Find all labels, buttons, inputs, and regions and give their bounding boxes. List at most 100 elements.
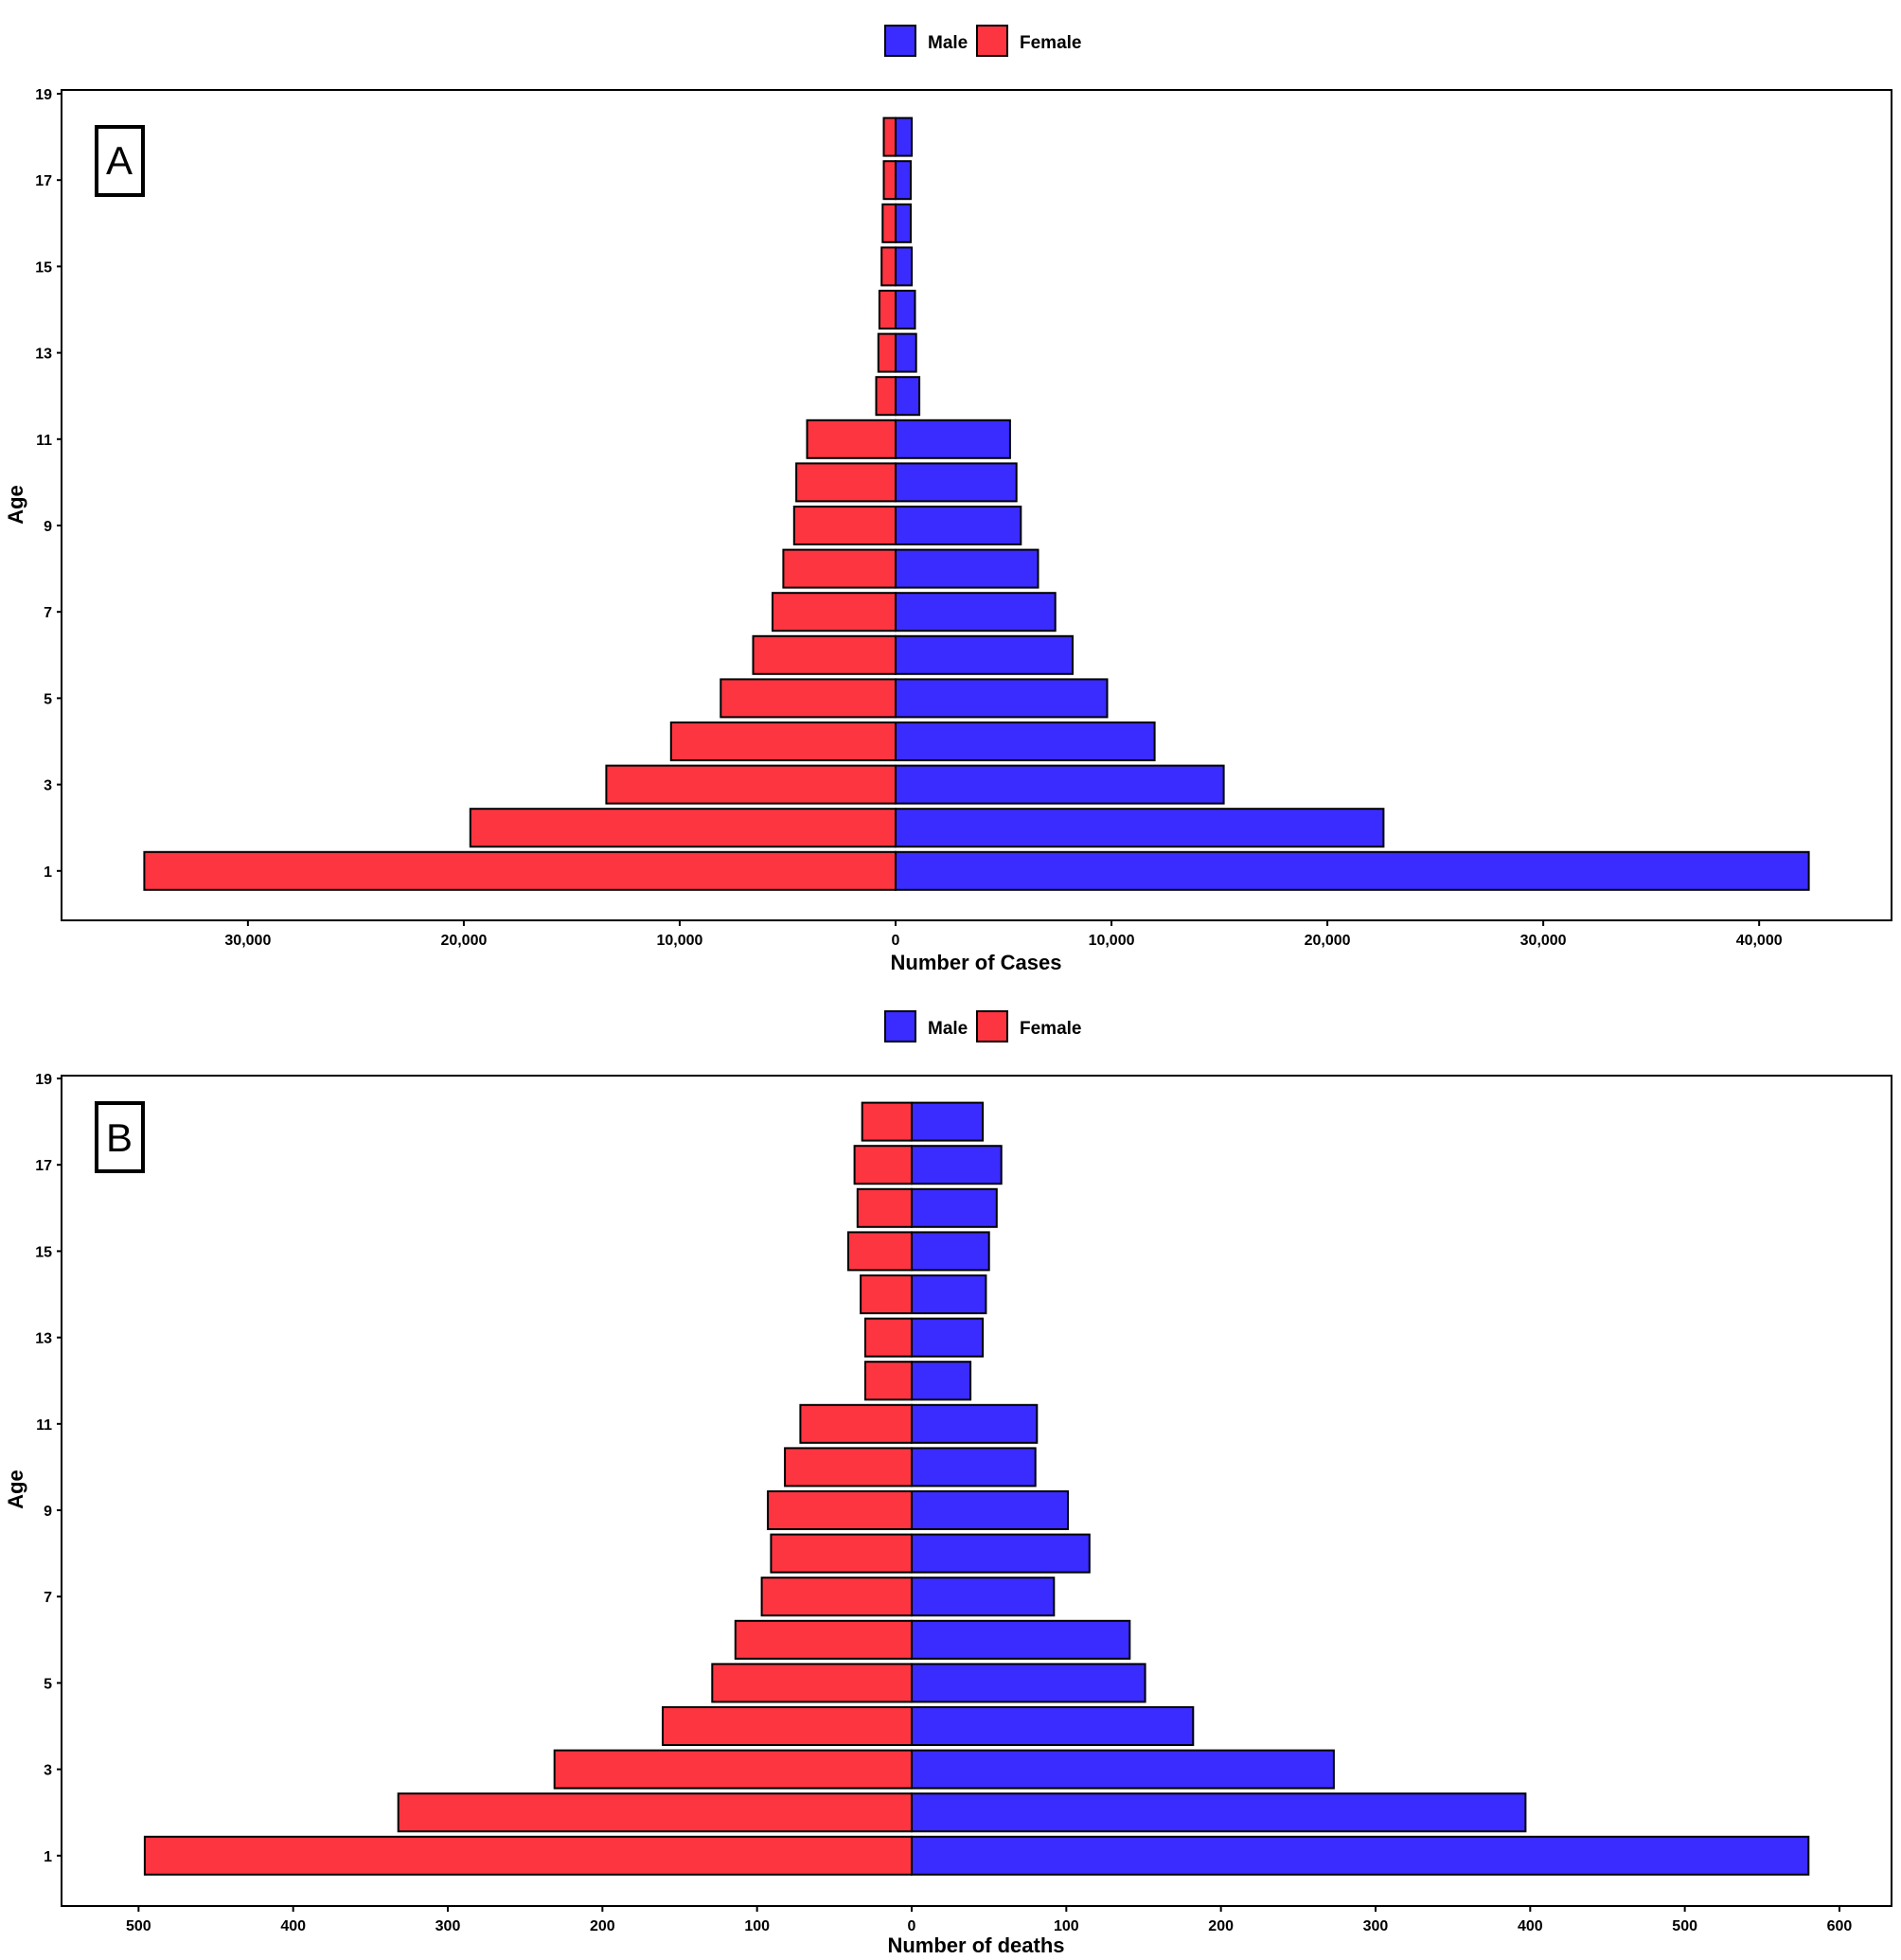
bar-female-age-10 bbox=[784, 1447, 913, 1488]
x-tick-label: 20,000 bbox=[440, 933, 487, 949]
legend-female-label: Female bbox=[1020, 33, 1081, 53]
y-tick-label: 15 bbox=[35, 1244, 52, 1260]
x-tick-label: 40,000 bbox=[1736, 933, 1783, 949]
bar-female-age-13 bbox=[877, 332, 897, 373]
legend-female-swatch bbox=[976, 1010, 1008, 1042]
bar-male-age-2 bbox=[911, 1792, 1527, 1833]
bar-female-age-3 bbox=[553, 1749, 913, 1790]
y-tick-label: 19 bbox=[35, 87, 52, 103]
bar-female-age-15 bbox=[880, 246, 897, 287]
legend-female-label: Female bbox=[1020, 1019, 1081, 1039]
x-tick-label: 200 bbox=[1208, 1918, 1234, 1934]
bars-group-b bbox=[143, 1101, 1810, 1876]
bar-male-age-13 bbox=[895, 332, 917, 373]
x-tick-label: 500 bbox=[126, 1918, 151, 1934]
x-tick-label: 0 bbox=[892, 933, 900, 949]
bar-male-age-15 bbox=[895, 246, 914, 287]
bar-female-age-18 bbox=[861, 1101, 914, 1142]
bar-male-age-4 bbox=[911, 1706, 1195, 1746]
bar-female-age-9 bbox=[792, 506, 897, 545]
bar-male-age-4 bbox=[895, 722, 1156, 761]
plot-frame-b bbox=[61, 1075, 1892, 1907]
bar-male-age-7 bbox=[895, 592, 1057, 633]
x-tick-label: 10,000 bbox=[656, 933, 702, 949]
y-tick-label: 3 bbox=[44, 778, 52, 794]
bar-male-age-9 bbox=[911, 1490, 1069, 1530]
bar-female-age-5 bbox=[720, 678, 897, 719]
y-tick-label: 9 bbox=[44, 1504, 52, 1520]
x-tick-label: 300 bbox=[435, 1918, 461, 1934]
x-ticks-b: 500 400 300 200 100 0 100 200 300 400 500 600 bbox=[126, 1906, 1852, 1934]
bar-female-age-17 bbox=[853, 1145, 913, 1185]
bar-male-age-16 bbox=[911, 1187, 998, 1228]
bar-female-age-4 bbox=[662, 1706, 913, 1746]
x-tick-label: 0 bbox=[908, 1918, 916, 1934]
bar-female-age-2 bbox=[469, 808, 897, 848]
y-tick-label: 3 bbox=[44, 1763, 52, 1779]
bar-female-age-11 bbox=[806, 419, 897, 459]
bar-male-age-3 bbox=[895, 764, 1225, 805]
y-tick-label: 17 bbox=[35, 173, 52, 189]
bar-female-age-5 bbox=[711, 1663, 913, 1703]
x-tick-label: 400 bbox=[280, 1918, 306, 1934]
bar-female-age-13 bbox=[864, 1317, 913, 1358]
bar-female-age-2 bbox=[397, 1792, 913, 1833]
bar-female-age-16 bbox=[856, 1187, 913, 1228]
bar-female-age-10 bbox=[795, 462, 897, 503]
bar-male-age-7 bbox=[911, 1577, 1056, 1617]
bar-female-age-8 bbox=[770, 1533, 914, 1574]
x-ticks-a: 30,000 20,000 10,000 0 10,000 20,000 30,000 40,… bbox=[224, 920, 1783, 949]
bar-male-age-5 bbox=[911, 1663, 1146, 1703]
x-tick-label: 300 bbox=[1363, 1918, 1389, 1934]
x-tick-label: 30,000 bbox=[224, 933, 271, 949]
bar-female-age-7 bbox=[772, 592, 897, 633]
y-tick-label: 15 bbox=[35, 259, 52, 276]
panel-label-box-a: A bbox=[95, 125, 145, 197]
legend-a: Male Female bbox=[884, 25, 1081, 57]
bar-male-age-14 bbox=[895, 290, 916, 330]
y-tick-label: 13 bbox=[35, 1331, 52, 1347]
bar-female-age-16 bbox=[881, 203, 897, 243]
bar-male-age-11 bbox=[895, 419, 1011, 459]
bar-female-age-15 bbox=[847, 1231, 913, 1272]
panel-label-b: B bbox=[106, 1115, 133, 1160]
bar-female-age-9 bbox=[767, 1490, 913, 1530]
x-axis-title-b: Number of deaths bbox=[887, 1933, 1064, 1957]
bar-male-age-17 bbox=[895, 160, 912, 201]
y-tick-label: 1 bbox=[44, 1849, 52, 1865]
y-tick-label: 7 bbox=[44, 1590, 52, 1606]
x-tick-label: 400 bbox=[1518, 1918, 1543, 1934]
bar-male-age-6 bbox=[895, 634, 1074, 675]
panel-label-box-b: B bbox=[95, 1101, 145, 1173]
legend-male-label: Male bbox=[928, 1019, 968, 1039]
bar-female-age-8 bbox=[782, 548, 897, 589]
bar-female-age-14 bbox=[860, 1274, 913, 1314]
bar-male-age-8 bbox=[895, 548, 1039, 589]
y-tick-label: 7 bbox=[44, 605, 52, 621]
bar-female-age-14 bbox=[878, 290, 897, 330]
legend-male-label: Male bbox=[928, 33, 968, 53]
bar-male-age-5 bbox=[895, 678, 1109, 719]
bar-male-age-1 bbox=[895, 850, 1810, 891]
bar-male-age-8 bbox=[911, 1533, 1091, 1574]
bar-male-age-18 bbox=[895, 116, 914, 157]
bar-male-age-9 bbox=[895, 506, 1022, 545]
bar-male-age-6 bbox=[911, 1619, 1131, 1660]
x-tick-label: 500 bbox=[1672, 1918, 1697, 1934]
y-tick-label: 5 bbox=[44, 691, 52, 707]
bar-male-age-12 bbox=[895, 376, 921, 417]
bar-male-age-2 bbox=[895, 808, 1385, 848]
x-tick-label: 100 bbox=[744, 1918, 770, 1934]
bar-female-age-11 bbox=[799, 1403, 914, 1444]
plot-frame-a bbox=[61, 89, 1892, 921]
bar-male-age-10 bbox=[911, 1447, 1037, 1488]
y-tick-label: 11 bbox=[36, 1417, 52, 1434]
y-tick-label: 19 bbox=[35, 1072, 52, 1088]
x-tick-label: 600 bbox=[1827, 1918, 1853, 1934]
bar-female-age-3 bbox=[605, 764, 897, 805]
legend-female-swatch bbox=[976, 25, 1008, 57]
bar-male-age-15 bbox=[911, 1231, 990, 1272]
